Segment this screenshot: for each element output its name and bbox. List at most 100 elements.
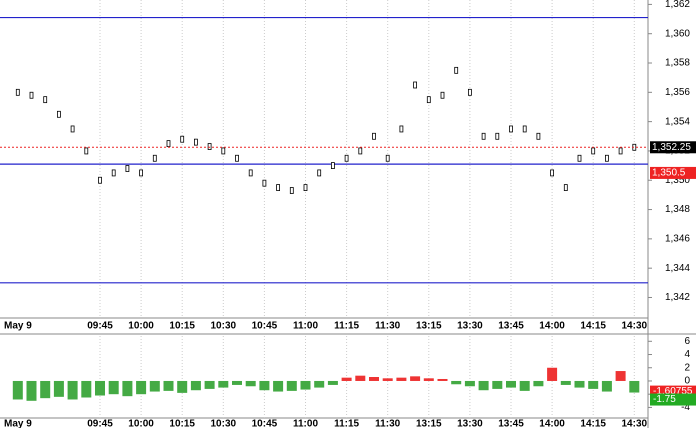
candle <box>139 169 144 177</box>
candle <box>276 184 281 191</box>
candle <box>43 96 48 104</box>
value-box-label: -1.75 <box>653 394 676 405</box>
histogram-bar <box>601 380 612 392</box>
y-tick-label: 1,342 <box>665 292 690 303</box>
candle <box>399 125 404 133</box>
histogram-bar <box>190 380 201 391</box>
x-tick-label: 10:30 <box>211 321 237 332</box>
histogram-bar <box>506 380 516 388</box>
y-tick-label: 2 <box>684 362 690 373</box>
histogram-bar <box>369 377 379 381</box>
histogram-bar <box>40 380 51 399</box>
value-box <box>650 393 696 406</box>
candle <box>248 169 253 177</box>
y-tick-label: 1,354 <box>665 116 690 127</box>
candle <box>426 96 431 104</box>
candle <box>262 179 267 187</box>
candle <box>618 147 623 155</box>
candle <box>536 132 541 140</box>
candle <box>152 154 157 162</box>
histogram-bar <box>437 378 448 381</box>
y-tick-label: 1,360 <box>665 28 690 39</box>
candle <box>221 147 226 155</box>
y-tick-label: -4 <box>681 402 690 413</box>
candle <box>29 91 34 99</box>
x-tick-label: 13:15 <box>416 419 442 428</box>
x-tick-label: 09:45 <box>87 419 113 428</box>
candle <box>509 125 513 133</box>
candle <box>70 125 75 133</box>
histogram-bar <box>478 380 489 391</box>
x-tick-label: 10:45 <box>252 321 278 332</box>
histogram-bar <box>355 375 366 381</box>
candle <box>495 132 500 140</box>
candle <box>454 66 459 74</box>
candle <box>317 169 322 177</box>
candle <box>467 88 472 96</box>
candle <box>98 176 102 184</box>
x-tick-label: 13:30 <box>457 321 483 332</box>
candle <box>591 147 596 155</box>
value-box-label: -1.60755 <box>653 386 693 397</box>
histogram-bar <box>519 380 530 391</box>
candle <box>550 169 554 177</box>
histogram-bar <box>314 380 325 388</box>
histogram-bar <box>108 380 119 395</box>
y-tick-label: 1,346 <box>665 234 690 245</box>
histogram-bar <box>533 380 544 387</box>
histogram-bar <box>26 380 37 401</box>
candle <box>289 187 294 194</box>
date-label: May 9 <box>4 321 32 332</box>
histogram-bar <box>327 380 338 385</box>
candle <box>440 91 445 99</box>
price-box <box>650 166 696 179</box>
x-tick-label: 14:30 <box>622 321 648 332</box>
candle <box>563 184 568 191</box>
x-tick-label: 11:00 <box>293 321 318 332</box>
histogram-bar <box>547 367 558 381</box>
histogram-bar <box>341 377 352 381</box>
candle <box>235 154 239 162</box>
x-tick-label: 10:00 <box>128 419 154 428</box>
candle <box>193 138 198 146</box>
x-tick-label: 13:45 <box>498 419 524 428</box>
x-tick-label: 09:45 <box>87 321 113 332</box>
histogram-bar <box>464 380 475 387</box>
x-tick-label: 11:00 <box>293 419 318 428</box>
x-tick-label: 11:15 <box>334 419 359 428</box>
x-tick-label: 10:15 <box>169 321 195 332</box>
date-label: May 9 <box>4 419 32 428</box>
histogram-bar <box>122 380 133 397</box>
x-tick-label: 10:15 <box>169 419 195 428</box>
histogram-bar <box>67 380 78 400</box>
candle <box>57 110 61 118</box>
histogram-bar <box>300 380 311 390</box>
y-tick-label: 1,348 <box>665 204 690 215</box>
histogram-bar <box>560 380 571 385</box>
x-tick-label: 11:15 <box>334 321 359 332</box>
candle <box>84 147 89 155</box>
histogram-bar <box>204 380 215 389</box>
price-box-label: 1,350.5 <box>652 168 686 179</box>
candle <box>577 154 582 162</box>
price-box-label: 1,352.25 <box>652 142 691 153</box>
x-tick-label: 14:30 <box>622 419 648 428</box>
candle <box>180 135 185 143</box>
candle <box>111 169 116 177</box>
candle <box>605 154 609 162</box>
candle <box>522 125 527 133</box>
histogram-bar <box>273 380 284 392</box>
x-tick-label: 14:00 <box>539 321 565 332</box>
candle <box>481 132 486 140</box>
candle <box>166 140 171 148</box>
histogram-bar <box>423 378 434 381</box>
candle <box>358 147 363 155</box>
y-tick-label: 1,362 <box>665 0 690 10</box>
x-tick-label: 10:45 <box>252 419 278 428</box>
x-tick-label: 14:00 <box>539 419 565 428</box>
histogram-bar <box>451 380 462 385</box>
histogram-bar <box>149 380 160 392</box>
x-tick-label: 13:15 <box>416 321 442 332</box>
